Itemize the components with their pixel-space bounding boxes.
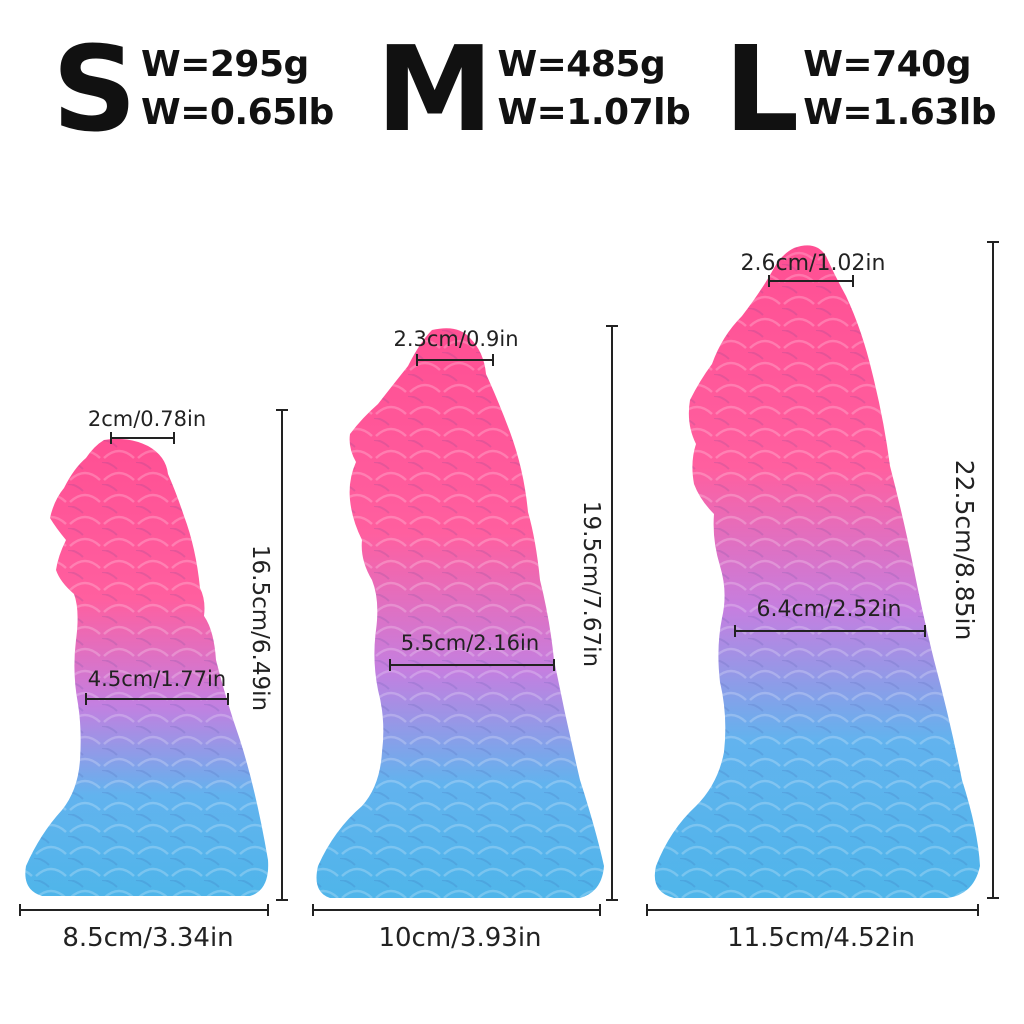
size-m-header: M W=485g W=1.07lb — [376, 20, 691, 158]
mid-width-label: 5.5cm/2.16in — [401, 631, 539, 655]
product-texture — [316, 328, 604, 898]
weight-list: W=295g W=0.65lb — [141, 41, 334, 137]
product-medium — [316, 328, 604, 898]
dimensions-small — [19, 409, 288, 916]
weight-list: W=740g W=1.63lb — [803, 41, 996, 137]
product-small — [25, 438, 269, 896]
height-label: 19.5cm/7.67in — [578, 501, 604, 667]
size-letter: L — [724, 20, 799, 158]
weight-grams: W=295g — [141, 44, 309, 85]
tip-width-label: 2cm/0.78in — [88, 407, 206, 431]
weight-grams: W=485g — [497, 44, 666, 85]
mid-width-label: 6.4cm/2.52in — [757, 597, 902, 622]
base-width-label: 8.5cm/3.34in — [62, 923, 233, 953]
size-s-header: S W=295g W=0.65lb — [52, 30, 334, 148]
size-letter: S — [52, 20, 137, 158]
height-label: 16.5cm/6.49in — [247, 545, 273, 711]
weight-pounds: W=1.07lb — [497, 92, 691, 133]
weight-pounds: W=0.65lb — [141, 92, 334, 133]
height-label: 22.5cm/8.85in — [950, 460, 979, 641]
base-width-label: 11.5cm/4.52in — [727, 923, 915, 953]
mid-width-label: 4.5cm/1.77in — [88, 667, 226, 691]
product-texture — [25, 438, 269, 896]
size-letter: M — [376, 20, 493, 158]
product-large — [654, 245, 980, 899]
weight-pounds: W=1.63lb — [803, 92, 997, 133]
base-width-label: 10cm/3.93in — [378, 923, 541, 953]
product-texture — [654, 245, 980, 899]
size-l-header: L W=740g W=1.63lb — [724, 20, 997, 158]
tip-width-label: 2.6cm/1.02in — [741, 251, 886, 276]
tip-width-label: 2.3cm/0.9in — [393, 327, 518, 351]
weight-list: W=485g W=1.07lb — [497, 41, 690, 137]
dimensions-medium — [312, 325, 618, 916]
dimensions-large — [646, 241, 999, 916]
weight-grams: W=740g — [803, 44, 971, 85]
